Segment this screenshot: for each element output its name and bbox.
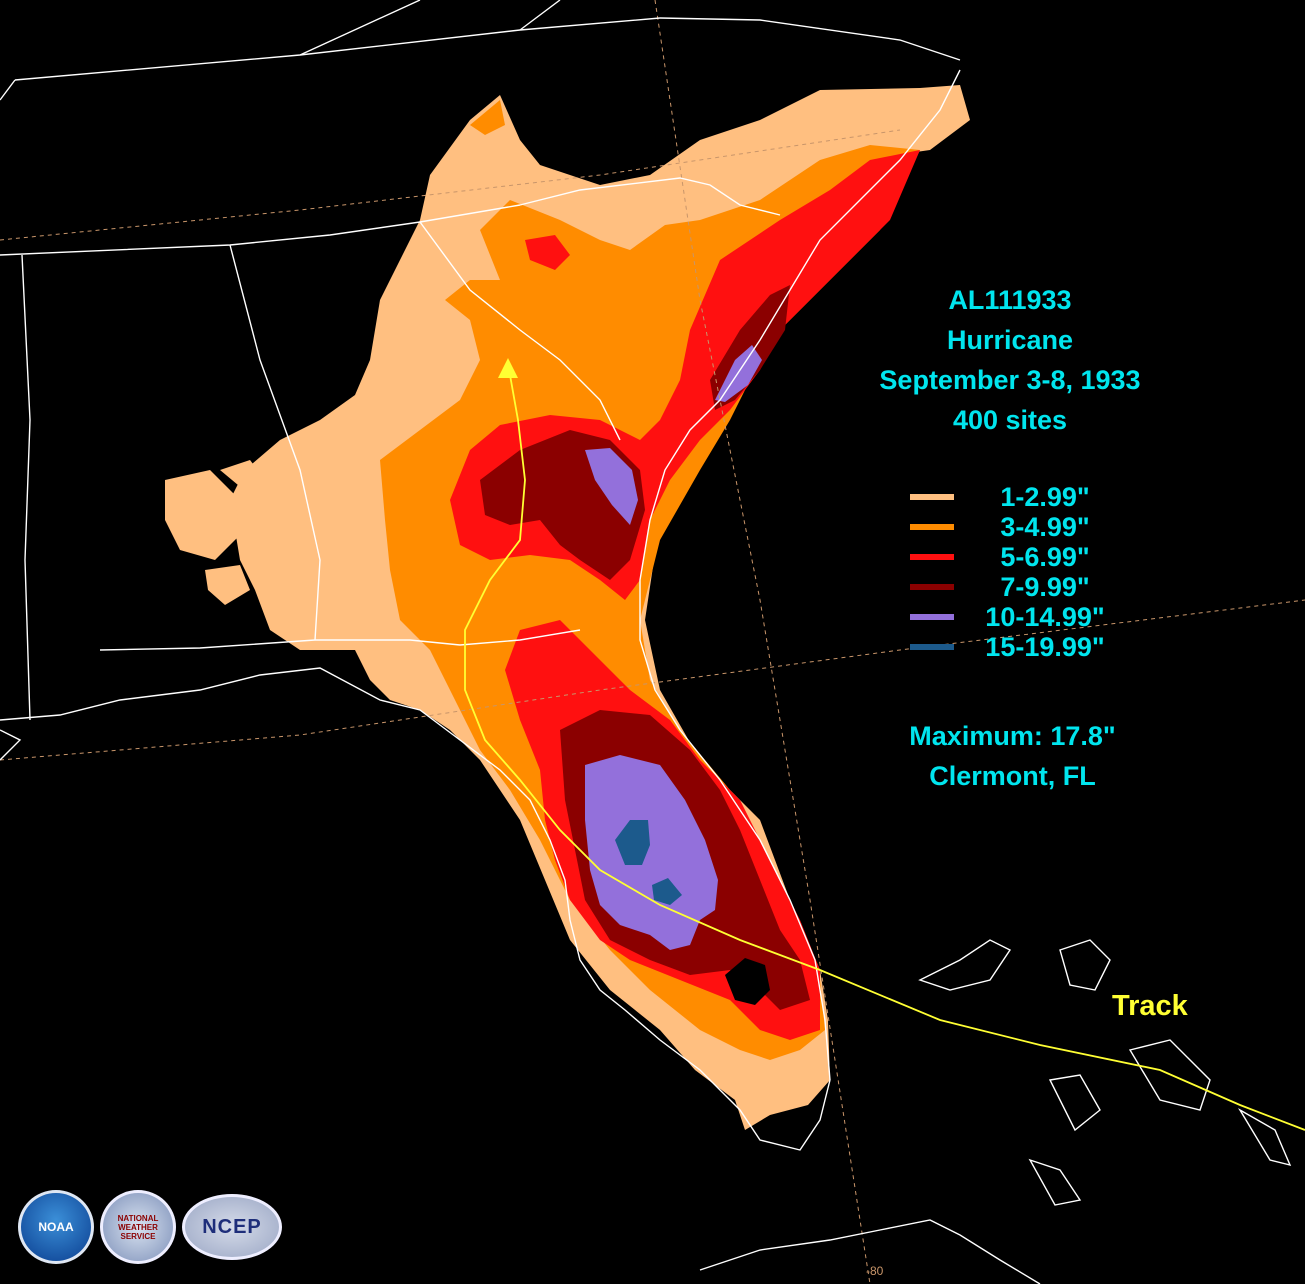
border-sc-ga <box>419 221 621 441</box>
legend-swatch <box>910 554 954 560</box>
maximum-location: Clermont, FL <box>929 761 1096 791</box>
coastline-bahamas-4 <box>1238 1108 1292 1167</box>
coastline-cuba <box>699 1219 1041 1284</box>
rainfall-contours <box>165 85 970 1130</box>
legend-label: 1-2.99" <box>1000 482 1090 512</box>
legend-label: 7-9.99" <box>1000 572 1090 602</box>
coastline-ms <box>0 729 22 761</box>
track-arrow <box>498 358 518 378</box>
legend-item: 1-2.99" <box>910 482 1150 512</box>
legend-item: 5-6.99" <box>910 542 1150 572</box>
legend-label: 15-19.99" <box>985 632 1105 662</box>
noaa-logo-text: NOAA <box>38 1220 74 1234</box>
legend-swatch <box>910 614 954 620</box>
longitude-label: -80 <box>866 1264 884 1278</box>
lake-okeechobee <box>725 958 770 1005</box>
contour-5-6.99-north <box>525 235 570 270</box>
track-label: Track <box>1112 990 1188 1022</box>
storm-sites: 400 sites <box>952 405 1068 435</box>
graticule-lat-35 <box>0 129 901 241</box>
track-line <box>464 374 1305 1131</box>
contour-1-2.99-west-b <box>220 460 265 495</box>
border-nc-sc <box>519 177 781 216</box>
legend-swatch <box>910 494 954 500</box>
graticule-lat-30 <box>0 599 1305 761</box>
legend-item: 15-19.99" <box>910 632 1150 662</box>
storm-id: AL111933 <box>948 285 1072 315</box>
storm-info: AL111933 Hurricane September 3-8, 1933 4… <box>830 280 1190 440</box>
rainfall-legend: 1-2.99" 3-4.99" 5-6.99" 7-9.99" 10-14.99… <box>910 482 1150 662</box>
coastline-bahamas-andros <box>918 939 1012 991</box>
border-va <box>519 0 561 31</box>
legend-item: 3-4.99" <box>910 512 1150 542</box>
contour-1-2.99-west-a <box>165 470 240 560</box>
legend-item: 7-9.99" <box>910 572 1150 602</box>
storm-type: Hurricane <box>946 325 1074 355</box>
legend-item: 10-14.99" <box>910 602 1150 632</box>
coastline-atlantic <box>639 69 961 1081</box>
storm-dates: September 3-8, 1933 <box>879 365 1141 395</box>
maximum-value: Maximum: 17.8" <box>909 721 1116 751</box>
contour-10-14.99-north <box>585 448 638 525</box>
nws-logo: NATIONAL WEATHER SERVICE <box>100 1190 176 1264</box>
nws-logo-text: NATIONAL WEATHER SERVICE <box>117 1213 159 1241</box>
graticule-lon-80 <box>654 0 871 1284</box>
noaa-logo: NOAA <box>18 1190 94 1264</box>
contour-15-19.99-a <box>615 820 650 865</box>
legend-swatch <box>910 644 954 650</box>
ncep-logo-text: NCEP <box>202 1215 262 1238</box>
border-al-ga <box>229 244 321 641</box>
ncep-logo: NCEP <box>182 1194 282 1260</box>
border-nc-va-top <box>659 17 961 61</box>
legend-label: 3-4.99" <box>1000 512 1090 542</box>
contour-3-4.99-north <box>470 100 505 135</box>
storm-track <box>464 358 1305 1131</box>
legend-swatch <box>910 584 954 590</box>
legend-swatch <box>910 524 954 530</box>
coastline-bahamas-1 <box>1059 939 1111 991</box>
border-al-fl <box>99 639 461 651</box>
legend-label: 10-14.99" <box>985 602 1105 632</box>
contour-1-2.99-west-c <box>205 565 250 605</box>
legend-label: 5-6.99" <box>1000 542 1090 572</box>
border-al-ms <box>21 254 31 721</box>
border-tn-north <box>0 79 16 101</box>
coastline-bahamas-5 <box>1028 1158 1082 1206</box>
coastline-bahamas-2 <box>1128 1039 1211 1111</box>
contour-15-19.99-b <box>652 878 682 905</box>
coastline-bahamas-3 <box>1048 1074 1101 1132</box>
border-ga-fl <box>459 629 581 646</box>
border-ky-tn <box>14 17 661 81</box>
coastline-gulf <box>0 667 831 1151</box>
contour-10-14.99-central <box>585 755 718 950</box>
border-tn-nc <box>0 204 521 256</box>
border-ky <box>299 0 421 56</box>
maximum-info: Maximum: 17.8" Clermont, FL <box>830 716 1195 796</box>
